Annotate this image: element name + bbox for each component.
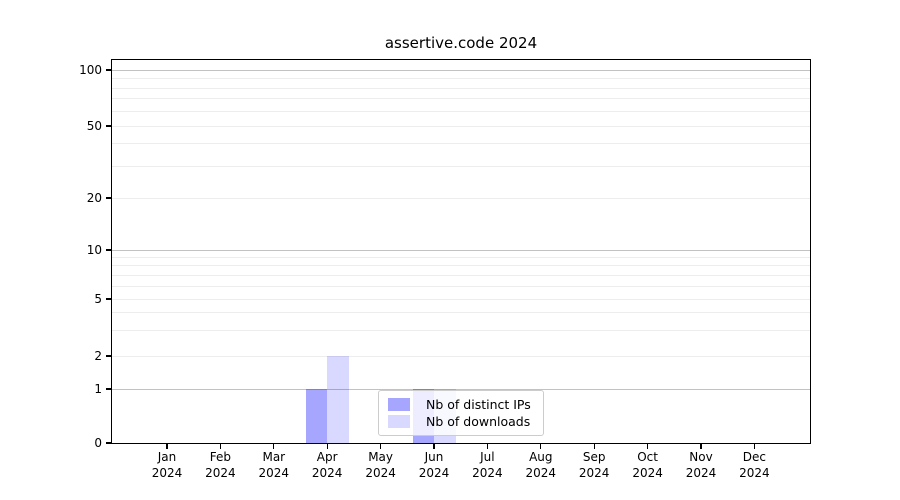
x-tick-month: Apr bbox=[316, 450, 338, 464]
minor-gridline bbox=[112, 298, 810, 300]
legend-label-distinct-ips: Nb of distinct IPs bbox=[426, 397, 531, 412]
x-tick-mark bbox=[700, 444, 702, 449]
y-tick-label: 5 bbox=[94, 292, 102, 306]
x-tick-label: Jul 2024 bbox=[447, 450, 527, 481]
x-tick-label: Apr 2024 bbox=[287, 450, 367, 481]
x-tick-mark bbox=[219, 444, 221, 449]
legend: Nb of distinct IPs Nb of downloads bbox=[378, 390, 544, 436]
major-gridline bbox=[112, 388, 810, 390]
minor-gridline bbox=[112, 274, 810, 276]
x-tick-year: 2024 bbox=[632, 465, 663, 480]
x-tick-month: Jan bbox=[157, 450, 177, 464]
legend-swatch-downloads bbox=[388, 415, 410, 428]
x-tick-year: 2024 bbox=[739, 465, 770, 480]
x-tick-label: Jun 2024 bbox=[394, 450, 474, 481]
y-tick-mark bbox=[106, 197, 112, 199]
x-tick-month: Oct bbox=[637, 450, 658, 464]
plot-area bbox=[112, 60, 810, 443]
x-tick-year: 2024 bbox=[472, 465, 503, 480]
minor-gridline bbox=[112, 78, 810, 79]
legend-item-distinct-ips: Nb of distinct IPs bbox=[388, 396, 534, 413]
x-tick-mark bbox=[753, 444, 755, 449]
minor-gridline bbox=[112, 265, 810, 267]
minor-gridline bbox=[112, 312, 810, 314]
x-tick-mark bbox=[540, 444, 542, 449]
x-tick-month: Feb bbox=[209, 450, 232, 464]
x-tick-mark bbox=[273, 444, 275, 449]
x-tick-label: Mar 2024 bbox=[234, 450, 314, 481]
y-tick-mark bbox=[106, 442, 112, 444]
x-tick-label: Sep 2024 bbox=[554, 450, 634, 481]
x-tick-month: May bbox=[368, 450, 393, 464]
legend-label-downloads: Nb of downloads bbox=[426, 414, 531, 429]
minor-gridline bbox=[112, 256, 810, 258]
x-tick-month: Mar bbox=[262, 450, 286, 464]
y-tick-label: 1 bbox=[94, 382, 102, 396]
minor-gridline bbox=[112, 355, 810, 357]
y-tick-mark bbox=[106, 125, 112, 127]
y-tick-mark bbox=[106, 355, 112, 357]
x-tick-month: Dec bbox=[742, 450, 766, 464]
x-tick-label: Jan 2024 bbox=[127, 450, 207, 481]
minor-gridline bbox=[112, 98, 810, 100]
x-tick-month: Sep bbox=[582, 450, 606, 464]
x-tick-mark bbox=[166, 444, 168, 449]
chart-title: assertive.code 2024 bbox=[384, 34, 538, 52]
y-tick-label: 50 bbox=[86, 119, 102, 133]
x-tick-year: 2024 bbox=[525, 465, 557, 480]
x-tick-label: May 2024 bbox=[341, 450, 421, 481]
x-tick-mark bbox=[326, 444, 328, 449]
y-tick-label: 10 bbox=[86, 243, 102, 257]
minor-gridline bbox=[112, 125, 810, 127]
x-tick-month: Nov bbox=[689, 450, 713, 464]
x-tick-mark bbox=[593, 444, 595, 449]
x-tick-label: Nov 2024 bbox=[661, 450, 741, 481]
legend-item-downloads: Nb of downloads bbox=[388, 413, 534, 430]
x-tick-mark bbox=[486, 444, 488, 449]
minor-gridline bbox=[112, 197, 810, 199]
x-tick-year: 2024 bbox=[365, 465, 396, 480]
y-tick-mark bbox=[106, 69, 112, 71]
x-tick-year: 2024 bbox=[311, 465, 343, 480]
y-tick-label: 20 bbox=[86, 191, 102, 205]
y-tick-mark bbox=[106, 298, 112, 300]
x-tick-year: 2024 bbox=[151, 465, 183, 480]
y-tick-label: 100 bbox=[79, 63, 102, 77]
x-tick-year: 2024 bbox=[258, 465, 290, 480]
minor-gridline bbox=[112, 165, 810, 167]
bar-distinct-ips-apr bbox=[305, 389, 328, 443]
x-tick-month: Jul bbox=[480, 450, 495, 464]
x-tick-mark bbox=[380, 444, 382, 449]
x-tick-year: 2024 bbox=[205, 465, 236, 480]
x-tick-year: 2024 bbox=[418, 465, 450, 480]
x-tick-label: Oct 2024 bbox=[608, 450, 688, 481]
x-tick-year: 2024 bbox=[685, 465, 717, 480]
x-tick-month: Jun bbox=[424, 450, 444, 464]
y-tick-label: 0 bbox=[94, 436, 102, 450]
major-gridline bbox=[112, 249, 810, 251]
y-tick-mark bbox=[106, 249, 112, 251]
minor-gridline bbox=[112, 330, 810, 332]
bar-downloads-apr bbox=[327, 356, 349, 443]
minor-gridline bbox=[112, 143, 810, 145]
major-gridline bbox=[112, 69, 810, 71]
y-tick-mark bbox=[106, 388, 112, 390]
x-tick-mark bbox=[433, 444, 435, 449]
x-tick-label: Feb 2024 bbox=[180, 450, 260, 481]
minor-gridline bbox=[112, 87, 810, 89]
x-tick-label: Aug 2024 bbox=[501, 450, 581, 481]
x-tick-label: Dec 2024 bbox=[714, 450, 794, 481]
minor-gridline bbox=[112, 110, 810, 112]
x-tick-year: 2024 bbox=[578, 465, 610, 480]
y-tick-label: 2 bbox=[94, 349, 102, 363]
x-tick-month: Aug bbox=[529, 450, 553, 464]
x-tick-mark bbox=[647, 444, 649, 449]
legend-swatch-distinct-ips bbox=[388, 398, 410, 411]
minor-gridline bbox=[112, 285, 810, 287]
